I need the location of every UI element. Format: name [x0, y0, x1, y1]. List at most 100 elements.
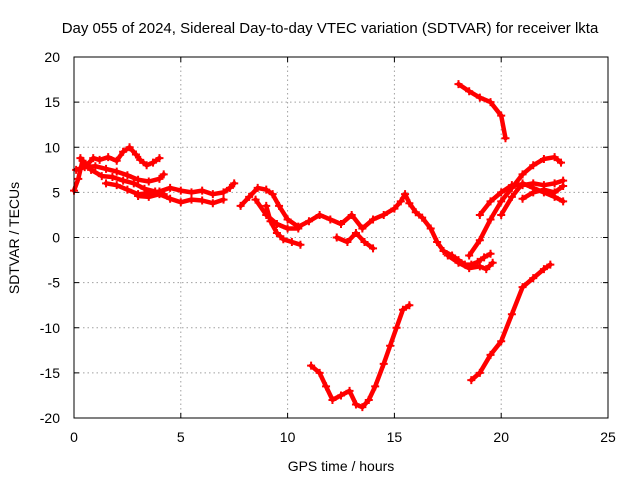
data-point-marker — [266, 217, 275, 226]
data-point-marker — [155, 174, 164, 183]
data-point-marker — [112, 167, 121, 176]
data-point-marker — [225, 183, 234, 192]
x-tick-label: 5 — [177, 429, 185, 445]
data-point-marker — [529, 274, 538, 283]
chart-title: Day 055 of 2024, Sidereal Day-to-day VTE… — [62, 20, 599, 37]
data-point-marker — [87, 165, 96, 174]
data-point-marker — [347, 210, 356, 219]
data-point-marker — [219, 188, 228, 197]
data-point-marker — [230, 179, 239, 188]
data-point-marker — [72, 165, 81, 174]
data-point-marker — [529, 188, 538, 197]
data-point-marker — [518, 179, 527, 188]
data-point-marker — [112, 181, 121, 190]
data-point-marker — [307, 361, 316, 370]
data-point-marker — [418, 213, 427, 222]
data-point-marker — [155, 154, 164, 163]
data-point-marker — [102, 164, 111, 173]
data-point-marker — [546, 260, 555, 269]
data-point-marker — [287, 238, 296, 247]
y-tick-label: 0 — [52, 230, 60, 246]
data-point-marker — [283, 224, 292, 233]
data-point-marker — [486, 98, 495, 107]
data-point-marker — [144, 177, 153, 186]
data-point-marker — [304, 217, 313, 226]
data-point-marker — [465, 251, 474, 260]
data-point-marker — [108, 173, 117, 182]
data-point-marker — [539, 265, 548, 274]
data-point-marker — [392, 323, 401, 332]
series-track-17 — [469, 262, 553, 383]
data-point-marker — [371, 382, 380, 391]
data-point-marker — [337, 391, 345, 400]
data-point-marker — [539, 154, 548, 163]
data-point-marker — [369, 244, 378, 253]
series-track-10 — [445, 253, 495, 272]
data-point-marker — [488, 258, 497, 267]
data-point-marker — [396, 197, 405, 206]
data-point-marker — [518, 170, 527, 179]
data-point-marker — [559, 182, 568, 191]
x-tick-labels: 0 5 10 15 20 25 — [70, 57, 616, 445]
data-point-marker — [426, 224, 435, 233]
data-point-marker — [134, 191, 143, 200]
data-point-marker — [129, 179, 138, 188]
series-track-16 — [308, 302, 412, 410]
data-point-marker — [443, 251, 452, 260]
data-point-marker — [104, 153, 113, 162]
data-point-marker — [507, 181, 516, 190]
series-track-12 — [466, 154, 564, 258]
data-point-marker — [507, 192, 516, 201]
data-point-marker — [198, 196, 207, 205]
data-point-marker — [166, 183, 175, 192]
data-point-marker — [501, 134, 510, 143]
data-point-marker — [131, 150, 140, 159]
data-point-marker — [358, 224, 367, 233]
data-point-marker — [369, 215, 378, 224]
data-point-marker — [326, 215, 335, 224]
data-point-marker — [550, 153, 559, 162]
y-tick-label: 5 — [52, 184, 60, 200]
data-point-marker — [142, 161, 151, 170]
data-point-marker — [497, 210, 506, 219]
data-point-marker — [187, 188, 196, 197]
data-point-marker — [454, 80, 463, 89]
data-point-marker — [155, 190, 164, 199]
data-point-marker — [497, 197, 506, 206]
data-point-marker — [507, 310, 516, 319]
data-point-marker — [119, 176, 128, 185]
data-point-marker — [159, 170, 168, 179]
x-tick-label: 25 — [600, 429, 616, 445]
data-point-marker — [480, 253, 489, 262]
data-point-marker — [475, 93, 484, 102]
data-point-marker — [465, 264, 474, 273]
data-point-marker — [176, 186, 185, 195]
data-point-marker — [268, 190, 277, 199]
data-point-marker — [97, 172, 106, 181]
data-point-marker — [328, 395, 337, 404]
data-point-marker — [559, 197, 568, 206]
data-point-marker — [358, 403, 367, 412]
data-point-marker — [351, 400, 360, 409]
data-point-marker — [253, 183, 262, 192]
x-tick-label: 20 — [493, 429, 509, 445]
data-point-marker — [518, 283, 527, 292]
data-point-marker — [149, 158, 158, 167]
data-point-marker — [345, 386, 354, 395]
data-point-marker — [119, 147, 128, 156]
data-point-marker — [283, 215, 292, 224]
data-point-marker — [125, 143, 134, 152]
data-point-marker — [123, 185, 132, 194]
data-point-marker — [337, 219, 345, 228]
data-point-marker — [379, 359, 388, 368]
data-point-marker — [123, 171, 132, 180]
data-series — [70, 80, 568, 412]
x-axis-label: GPS time / hours — [288, 458, 395, 474]
x-tick-label: 10 — [280, 429, 296, 445]
data-point-marker — [486, 215, 495, 224]
y-tick-label: 15 — [44, 94, 60, 110]
data-point-marker — [497, 188, 506, 197]
data-point-marker — [275, 201, 284, 210]
data-point-marker — [166, 194, 175, 203]
y-tick-label: -15 — [40, 365, 60, 381]
